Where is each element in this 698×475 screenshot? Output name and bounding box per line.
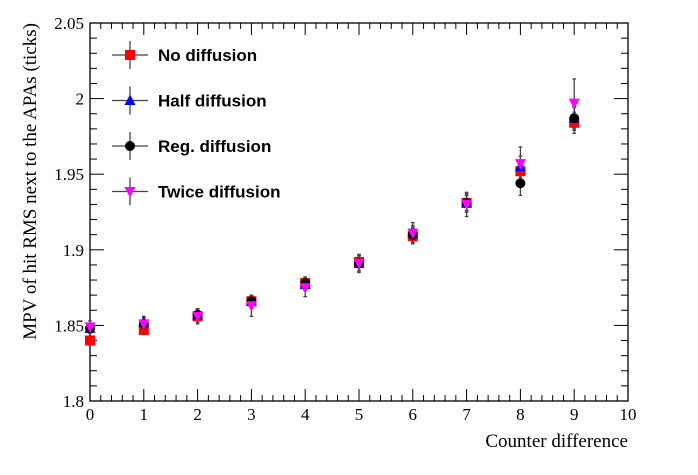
data-point <box>568 98 580 110</box>
data-point <box>299 283 311 294</box>
y-tick-label: 1.9 <box>63 241 84 260</box>
data-point <box>192 311 204 323</box>
x-tick-label: 6 <box>409 405 418 424</box>
legend-label: No diffusion <box>158 46 257 65</box>
data-point <box>85 335 95 346</box>
data-points <box>84 98 580 346</box>
legend-label: Reg. diffusion <box>158 137 271 156</box>
data-point <box>84 322 96 333</box>
x-tick-label: 5 <box>355 405 364 424</box>
legend: No diffusion Half diffusion Reg. diffusion… <box>112 41 280 206</box>
data-point <box>407 228 419 240</box>
x-tick-label: 10 <box>620 405 637 424</box>
x-tick-label: 0 <box>86 405 95 424</box>
x-tick-label: 9 <box>570 405 579 424</box>
data-point <box>138 319 150 330</box>
axes: 0 1 2 3 4 5 6 7 8 9 10 1.8 1.85 1.9 1.95 2 2.05 <box>54 14 636 424</box>
error-bars <box>88 78 576 346</box>
data-point <box>245 301 257 312</box>
data-point <box>353 258 365 270</box>
x-tick-label: 7 <box>462 405 471 424</box>
data-point <box>515 166 526 177</box>
y-tick-label: 2 <box>76 90 85 109</box>
legend-marker <box>125 141 135 151</box>
data-point <box>138 324 149 335</box>
data-point <box>569 113 580 124</box>
y-tick-label: 1.8 <box>63 392 84 411</box>
legend-marker <box>125 50 135 60</box>
y-tick-label: 1.95 <box>54 165 84 184</box>
legend-label: Twice diffusion <box>158 183 280 202</box>
data-point <box>515 178 526 189</box>
plot-frame <box>89 22 629 402</box>
y-tick-label: 2.05 <box>54 14 84 33</box>
data-point <box>514 159 526 170</box>
legend-label: Half diffusion <box>158 92 267 111</box>
y-axis-title: MPV of hit RMS next to the APAs (ticks) <box>20 23 41 340</box>
x-axis-title: Counter difference <box>485 431 628 452</box>
data-point <box>461 199 473 211</box>
x-tick-label: 2 <box>193 405 202 424</box>
x-tick-label: 3 <box>247 405 256 424</box>
x-tick-label: 1 <box>140 405 149 424</box>
legend-marker <box>124 187 136 198</box>
x-tick-label: 8 <box>516 405 525 424</box>
legend-marker <box>124 94 136 105</box>
y-tick-label: 1.85 <box>54 316 84 335</box>
x-tick-label: 4 <box>301 405 310 424</box>
